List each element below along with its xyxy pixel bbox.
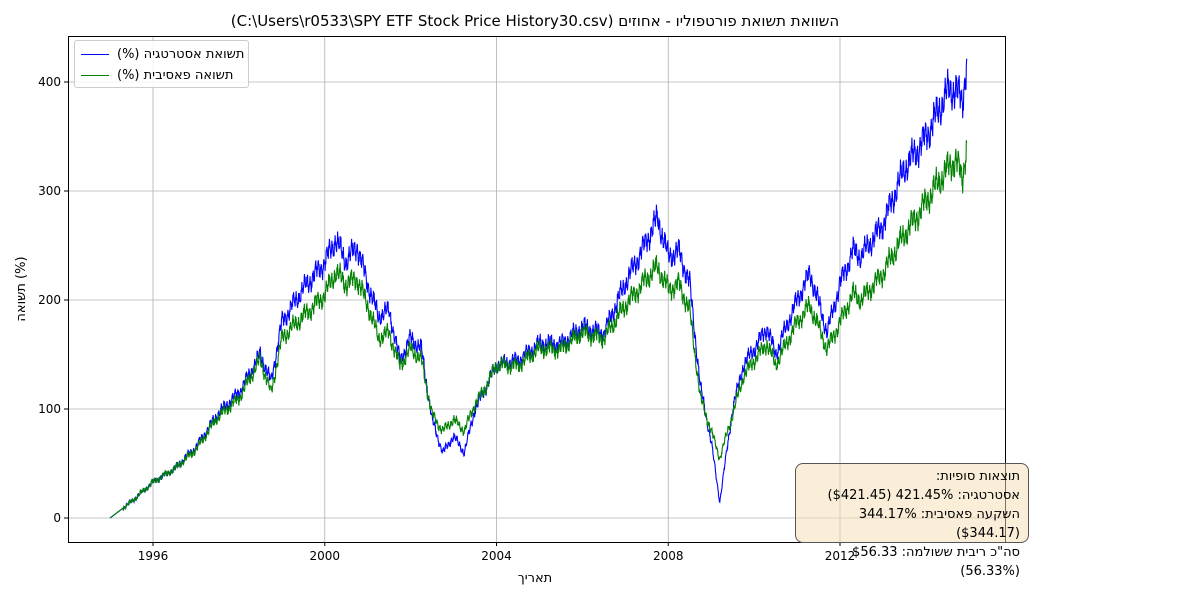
y-tick-label: 400 xyxy=(38,75,61,89)
legend: תשואת אסטרטגיה (%) תשואה פאסיבית (%) xyxy=(74,40,249,88)
y-tick-label: 100 xyxy=(38,402,61,416)
results-title: תוצאות סופיות: xyxy=(935,469,1020,484)
results-strategy: אסטרטגיה: 421.45% ($421.45) xyxy=(827,488,1021,503)
x-axis-label: תאריך xyxy=(518,571,552,586)
y-axis-label: תשואה (%) xyxy=(14,256,29,321)
chart-title: השוואת תשואת פורטפוליו - אחוזים (C:\User… xyxy=(231,12,839,30)
x-tick-label: 2008 xyxy=(653,549,684,563)
legend-item-strategy: תשואת אסטרטגיה (%) xyxy=(81,44,244,64)
legend-swatch xyxy=(81,53,109,55)
series-line-passive xyxy=(109,140,968,519)
x-tick-label: 2000 xyxy=(309,549,340,563)
legend-label: תשואה פאסיבית (%) xyxy=(117,67,234,83)
legend-label: תשואת אסטרטגיה (%) xyxy=(117,46,245,62)
results-textbox: תוצאות סופיות: אסטרטגיה: 421.45% ($421.4… xyxy=(795,463,1029,579)
legend-swatch xyxy=(81,74,109,76)
x-tick-label: 2012 xyxy=(825,549,856,563)
y-tick-label: 300 xyxy=(38,184,61,198)
plot-frame xyxy=(68,36,1006,543)
y-tick-label: 200 xyxy=(38,293,61,307)
results-dividends: סה"כ ריבית ששולמה: $56.33 (56.33%) xyxy=(852,545,1020,579)
y-tick-label: 0 xyxy=(53,511,61,525)
results-passive: השקעה פאסיבית: 344.17% ($344.17) xyxy=(858,507,1020,541)
series-line-strategy xyxy=(109,58,968,519)
x-tick-label: 2004 xyxy=(481,549,512,563)
legend-item-passive: תשואה פאסיבית (%) xyxy=(81,65,233,85)
x-tick-label: 1996 xyxy=(138,549,169,563)
